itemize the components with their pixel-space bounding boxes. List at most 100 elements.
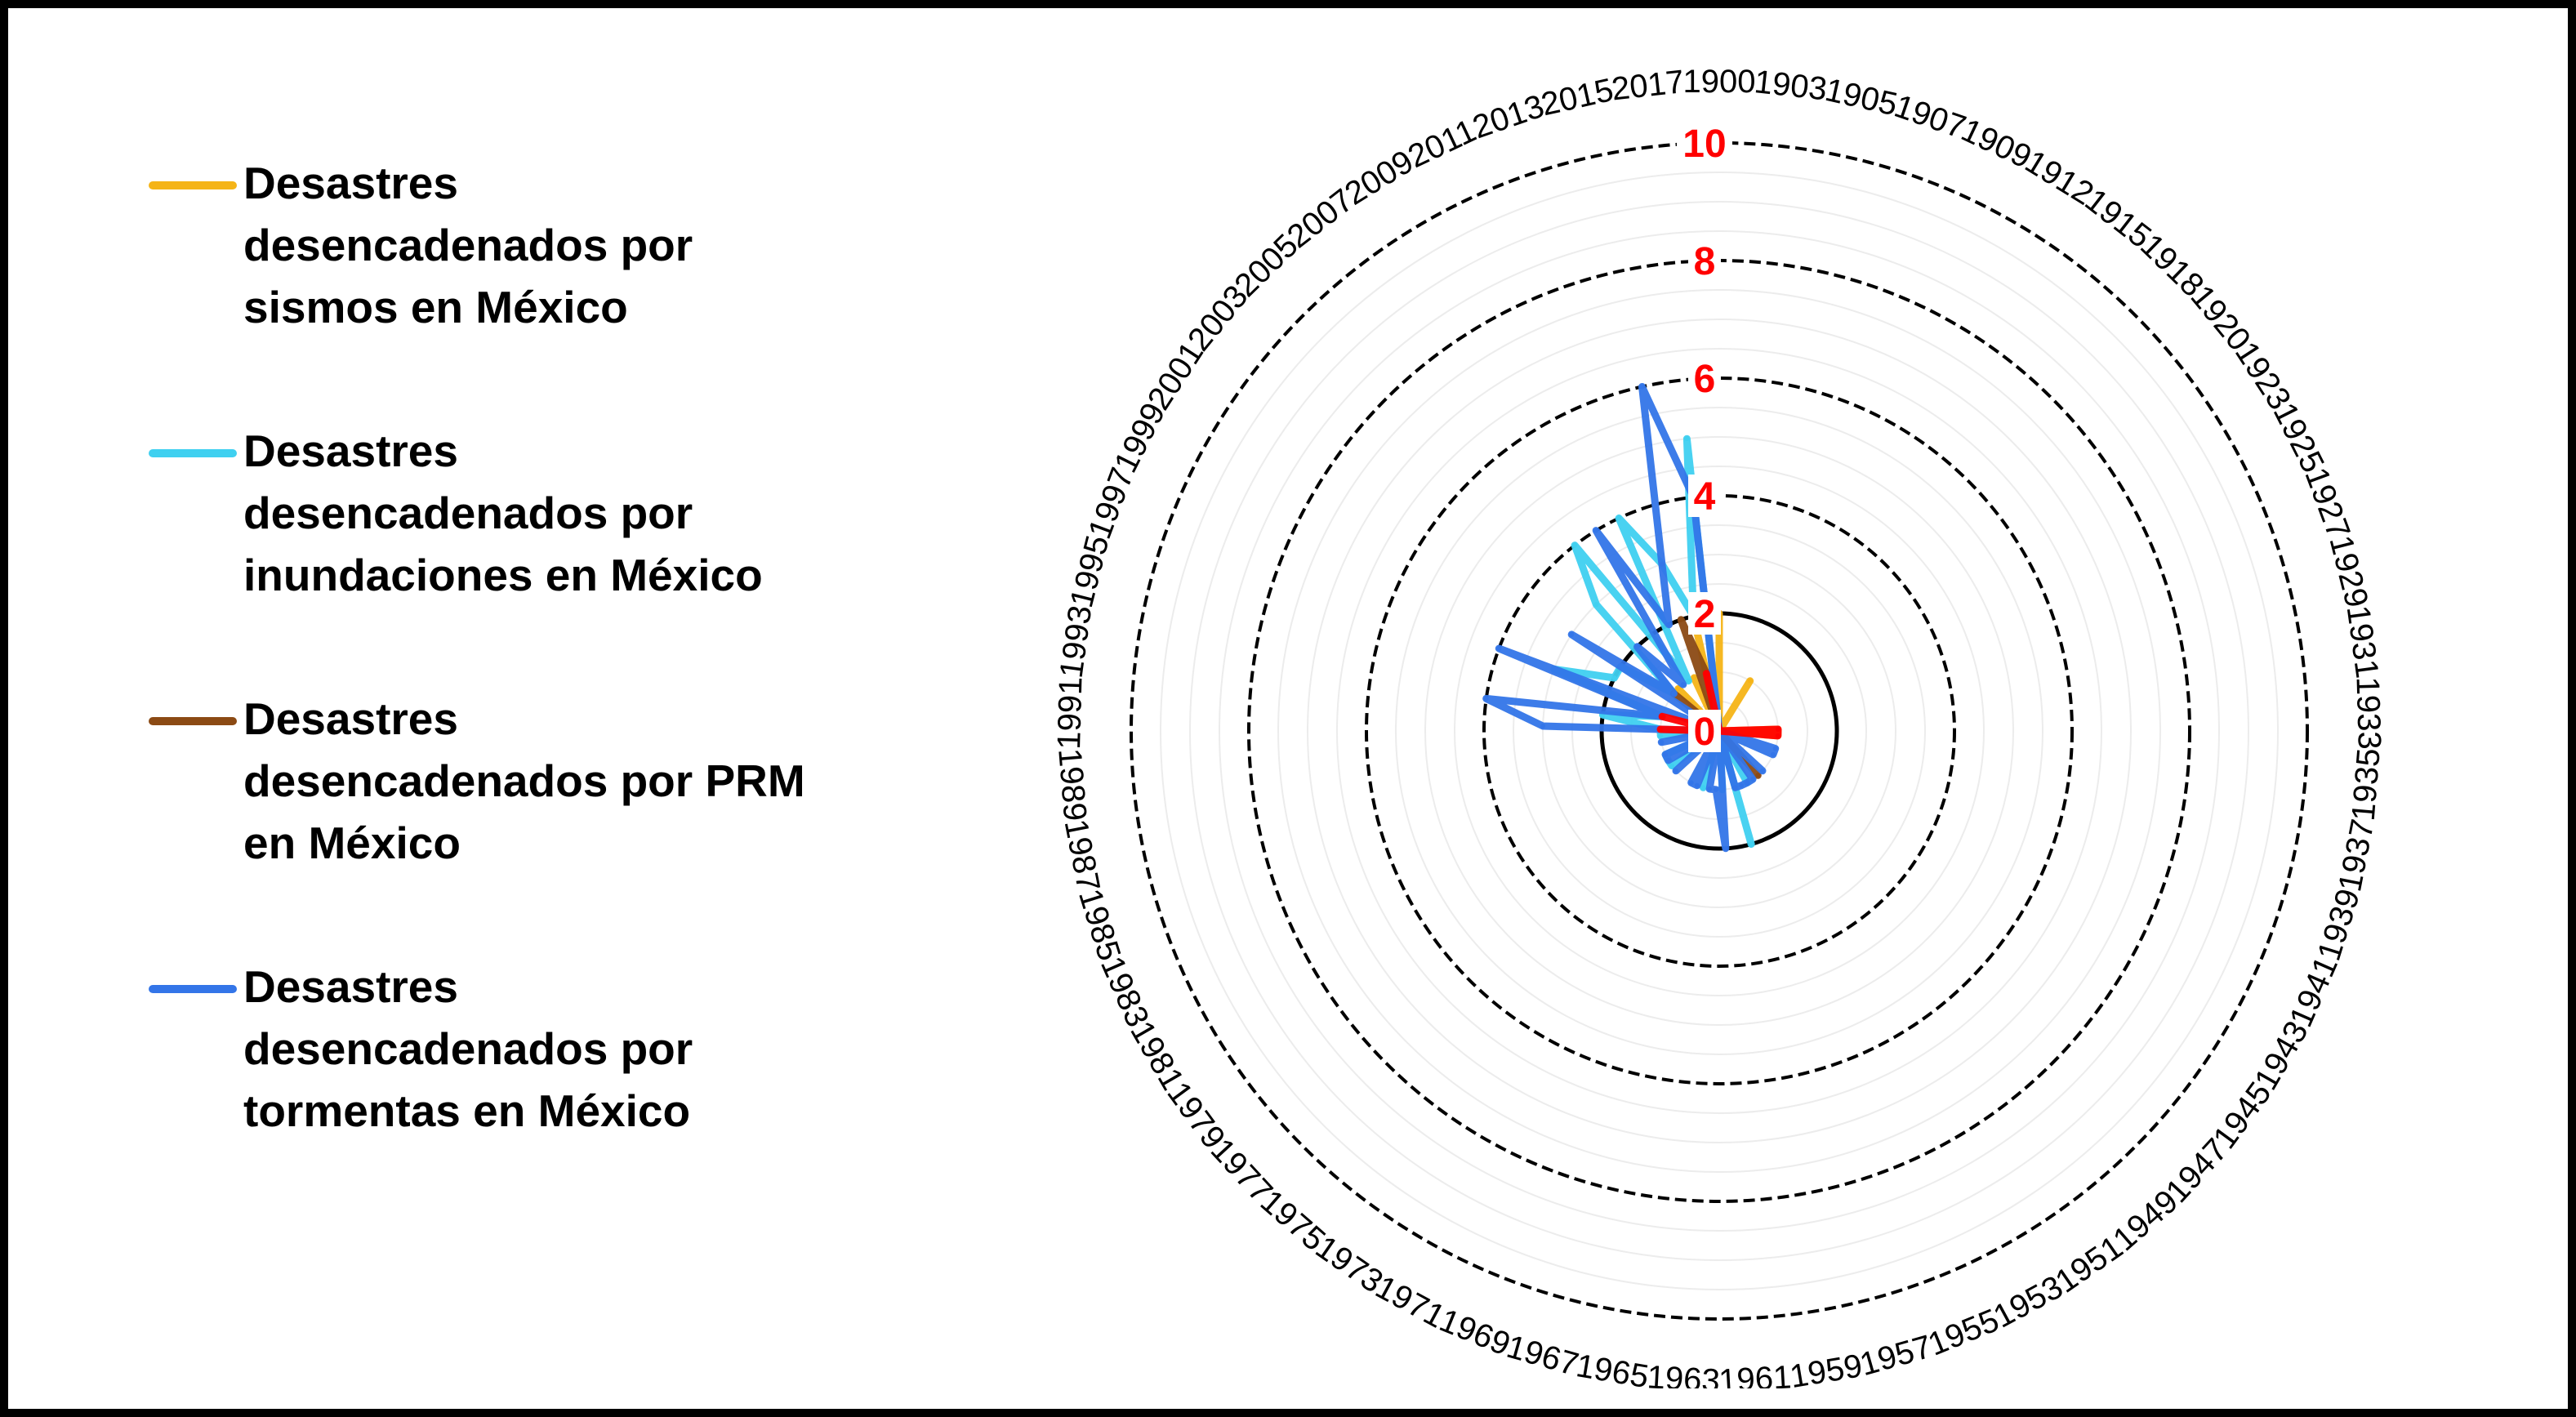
radial-tick-label: 10 — [1682, 123, 1726, 166]
data-point — [1707, 786, 1713, 792]
category-label: 1969 — [1434, 1302, 1515, 1362]
legend-swatch-tormentas — [149, 985, 237, 993]
category-label: 1983 — [1094, 951, 1156, 1032]
category-label: 1933 — [2349, 676, 2387, 750]
category-label: 1953 — [1988, 1269, 2069, 1335]
category-label: 1961 — [1718, 1359, 1792, 1388]
category-label: 1967 — [1503, 1329, 1583, 1384]
data-point — [1739, 782, 1745, 788]
category-label: 2017 — [1610, 64, 1686, 108]
category-label: 1939 — [2311, 885, 2368, 965]
category-label: 1937 — [2332, 817, 2381, 895]
category-label: 1900 — [1683, 64, 1756, 100]
data-point — [1669, 763, 1674, 769]
data-point — [1659, 561, 1665, 567]
data-point — [1688, 780, 1694, 786]
radial-tick-bg — [1688, 239, 1721, 282]
data-point — [1496, 646, 1502, 652]
data-point — [1483, 696, 1489, 702]
data-point — [1593, 528, 1599, 533]
data-point — [1616, 515, 1622, 521]
legend-swatch-prm — [149, 717, 237, 725]
minor-ring — [1571, 583, 1867, 879]
data-point — [1747, 678, 1753, 684]
data-point — [1770, 751, 1776, 757]
category-label: 1903 — [1753, 64, 1829, 108]
radar-labels: 0246810190019031905190719091912191519181… — [1051, 64, 2387, 1388]
minor-ring — [1277, 289, 2161, 1173]
data-point — [1634, 644, 1640, 649]
data-point — [1665, 758, 1671, 763]
category-label: 1907 — [1890, 88, 1970, 146]
data-point — [1749, 841, 1754, 847]
category-label: 1929 — [2322, 532, 2374, 611]
data-point — [1684, 436, 1690, 442]
minor-ring — [1513, 524, 1926, 938]
data-point — [1750, 777, 1756, 782]
category-label: 1931 — [2340, 604, 2386, 680]
category-label: 1963 — [1647, 1359, 1721, 1388]
data-point — [1572, 542, 1578, 548]
data-point — [1691, 675, 1697, 680]
category-label: 2013 — [1468, 88, 1549, 146]
data-point — [1755, 773, 1761, 778]
legend-item-prm: Desastres desencadenados por PRM en Méxi… — [149, 688, 884, 956]
data-point — [1775, 727, 1780, 733]
data-point — [1671, 691, 1677, 697]
data-point — [1745, 780, 1750, 786]
radial-tick-bg — [1688, 475, 1721, 517]
data-point — [1540, 724, 1546, 729]
data-point — [1569, 631, 1575, 637]
radar-chart: 0246810190019031905190719091912191519181… — [1051, 64, 2387, 1388]
legend-label-inundaciones: Desastres desencadenados por inundacione… — [243, 426, 763, 600]
category-label: 1995 — [1063, 532, 1116, 611]
category-label: 1905 — [1822, 72, 1901, 123]
category-label: 2011 — [1402, 113, 1482, 175]
minor-ring — [1219, 230, 2220, 1232]
data-point — [1759, 768, 1765, 773]
data-point — [1660, 714, 1665, 720]
legend-item-tormentas: Desastres desencadenados por tormentas e… — [149, 956, 884, 1223]
radar-series — [1482, 383, 1782, 853]
radial-tick-label: 0 — [1694, 711, 1716, 754]
data-point — [1666, 622, 1672, 627]
category-label: 1927 — [2297, 463, 2356, 544]
data-point — [1611, 675, 1617, 680]
data-point — [1775, 733, 1780, 738]
minor-ring — [1336, 348, 2102, 1114]
radial-tick-bg — [1688, 592, 1721, 635]
legend-item-inundaciones: Desastres desencadenados por inundacione… — [149, 420, 884, 688]
category-label: 1985 — [1072, 885, 1128, 965]
legend-label-tormentas: Desastres desencadenados por tormentas e… — [243, 961, 693, 1136]
data-point — [1663, 751, 1669, 757]
minor-ring — [1424, 436, 2014, 1026]
minor-ring — [1454, 466, 1985, 996]
minor-ring — [1189, 201, 2249, 1261]
category-label: 2015 — [1538, 72, 1616, 123]
legend-swatch-inundaciones — [149, 449, 237, 457]
radial-tick-label: 2 — [1694, 593, 1716, 636]
radial-tick-bg — [1688, 357, 1721, 399]
data-point — [1659, 739, 1665, 745]
radial-tick-label: 6 — [1694, 358, 1716, 401]
data-point — [1732, 785, 1738, 791]
data-point — [1675, 686, 1681, 692]
legend-label-prm: Desastres desencadenados por PRM en Méxi… — [243, 693, 805, 868]
data-point — [1674, 768, 1679, 773]
category-label: 1989 — [1051, 747, 1093, 822]
category-label: 1935 — [2346, 747, 2387, 822]
legend-label-sismos: Desastres desencadenados por sismos en M… — [243, 158, 693, 332]
minor-ring — [1395, 407, 2043, 1055]
minor-ring — [1542, 554, 1896, 908]
data-point — [1593, 602, 1599, 608]
ring-6 — [1365, 377, 2074, 1085]
legend: Desastres desencadenados por sismos en M… — [149, 152, 884, 1223]
radial-tick-label: 4 — [1694, 475, 1716, 519]
data-point — [1658, 727, 1664, 733]
category-label: 1991 — [1051, 676, 1089, 750]
data-point — [1658, 733, 1664, 738]
data-point — [1680, 682, 1686, 688]
category-label: 1959 — [1787, 1348, 1865, 1388]
data-point — [1700, 785, 1706, 791]
